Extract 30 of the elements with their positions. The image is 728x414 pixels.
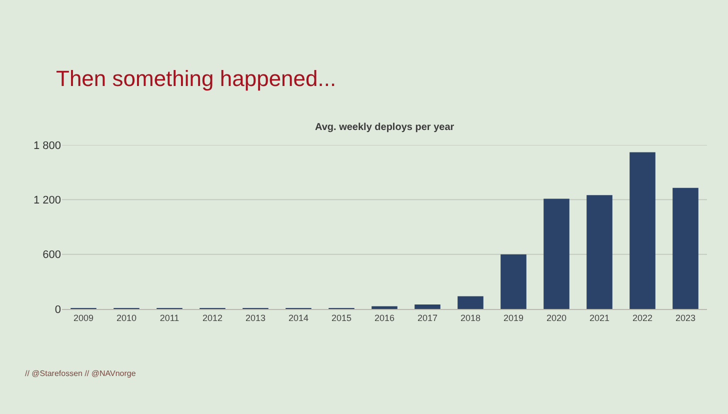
- bar: [544, 198, 570, 309]
- x-tick-label: 2011: [160, 312, 180, 323]
- x-tick-label: 2018: [460, 312, 481, 323]
- x-tick-label: 2009: [73, 312, 94, 323]
- x-tick-label: 2023: [675, 312, 696, 323]
- y-tick-label: 1 800: [33, 140, 61, 152]
- x-tick-label: 2013: [245, 312, 266, 323]
- y-tick-label: 0: [54, 304, 61, 316]
- text: // @Starefossen // @NAVnorge: [25, 369, 136, 378]
- y-tick-label: 600: [42, 249, 61, 262]
- x-tick-label: 2017: [417, 312, 438, 323]
- bar: [372, 306, 398, 309]
- x-tick-label: 2010: [116, 312, 137, 323]
- x-tick-label: 2014: [288, 312, 309, 323]
- chart-subtitle: Avg. weekly deploys per year: [315, 122, 454, 133]
- x-tick-label: 2016: [374, 312, 395, 323]
- y-tick-label: 1 200: [33, 194, 61, 207]
- bar: [414, 304, 440, 309]
- x-tick-label: 2015: [331, 312, 352, 323]
- bar: [630, 152, 656, 309]
- x-tick-label: 2021: [589, 312, 610, 323]
- x-tick-label: 2020: [546, 312, 567, 323]
- bar: [586, 195, 612, 309]
- x-tick-label: 2022: [632, 312, 653, 323]
- x-tick-label: 2019: [503, 312, 524, 323]
- bar: [458, 296, 484, 309]
- bar: [500, 254, 526, 309]
- bar: [672, 188, 698, 309]
- x-tick-label: 2012: [202, 312, 223, 323]
- chart-title: Then something happened...: [56, 66, 336, 91]
